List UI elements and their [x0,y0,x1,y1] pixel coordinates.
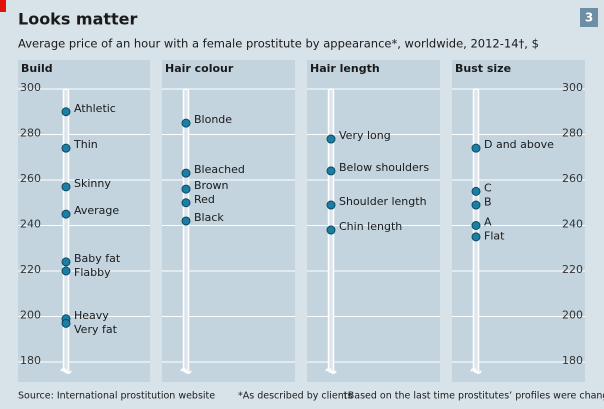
dot-label: Blonde [194,113,232,126]
dot-label: Baby fat [74,252,121,265]
y-tick-label: 180 [20,354,41,367]
dot [471,143,481,153]
dot [61,182,71,192]
stem [62,88,70,373]
dot [326,134,336,144]
panel-title: Hair length [310,62,380,75]
dot-label: Very fat [74,323,118,336]
dot-label: B [484,195,492,208]
dot-label: D and above [484,138,554,151]
dot-label: Red [194,193,215,206]
dot-label: Average [74,204,119,217]
dot [61,143,71,153]
y-tick-label: 220 [20,263,41,276]
dot [181,118,191,128]
dot-label: A [484,216,492,229]
stem [182,88,190,373]
dot [326,166,336,176]
page-badge [580,8,598,27]
dot [61,257,71,267]
dot [471,186,481,196]
axis-break [470,368,482,374]
source: Source: International prostitution websi… [18,391,215,402]
dot-label: Below shoulders [339,161,429,174]
chart-subtitle: Average price of an hour with a female p… [18,37,539,51]
y-tick-label: 300 [562,81,583,94]
dot-label: Skinny [74,177,111,190]
dot-label: Athletic [74,102,116,115]
y-tick-label: 260 [562,172,583,185]
y-tick-label: 300 [20,81,41,94]
dot-label: Brown [194,179,229,192]
axis-break [325,368,337,374]
y-tick-label: 260 [20,172,41,185]
dot [471,200,481,210]
dot [471,232,481,242]
dot [61,266,71,276]
dot-label: Heavy [74,309,109,322]
dot [181,198,191,208]
dot-label: Thin [73,138,98,151]
y-tick-label: 240 [562,218,583,231]
dot-label: Bleached [194,163,245,176]
red-tag [0,0,6,12]
dot-label: Very long [339,129,391,142]
dot-label: Chin length [339,220,402,233]
panel-title: Build [21,62,53,75]
dot-label: Shoulder length [339,195,427,208]
panel-title: Bust size [455,62,511,75]
stem [472,88,480,373]
dot [181,184,191,194]
dot-label: Flabby [74,266,111,279]
page-number: 3 [585,11,593,25]
dot [61,107,71,117]
dot-label: Flat [484,230,505,243]
dot [61,318,71,328]
y-tick-label: 180 [562,354,583,367]
dot [326,225,336,235]
axis-break [180,368,192,374]
y-tick-label: 280 [562,127,583,140]
dot-label: C [484,181,492,194]
dot [181,168,191,178]
panel-title: Hair colour [165,62,234,75]
dot [61,209,71,219]
axis-break [60,368,72,374]
dot-label: Black [194,211,224,224]
y-tick-label: 240 [20,218,41,231]
y-tick-label: 200 [562,309,583,322]
footnote: †Based on the last time prostitutes’ pro… [343,391,604,402]
dot [326,200,336,210]
y-tick-label: 280 [20,127,41,140]
y-tick-label: 200 [20,309,41,322]
y-tick-label: 220 [562,263,583,276]
dot [181,216,191,226]
footnote: *As described by clients [238,391,353,402]
panel [18,60,150,382]
dot [471,221,481,230]
chart-title: Looks matter [18,10,138,29]
